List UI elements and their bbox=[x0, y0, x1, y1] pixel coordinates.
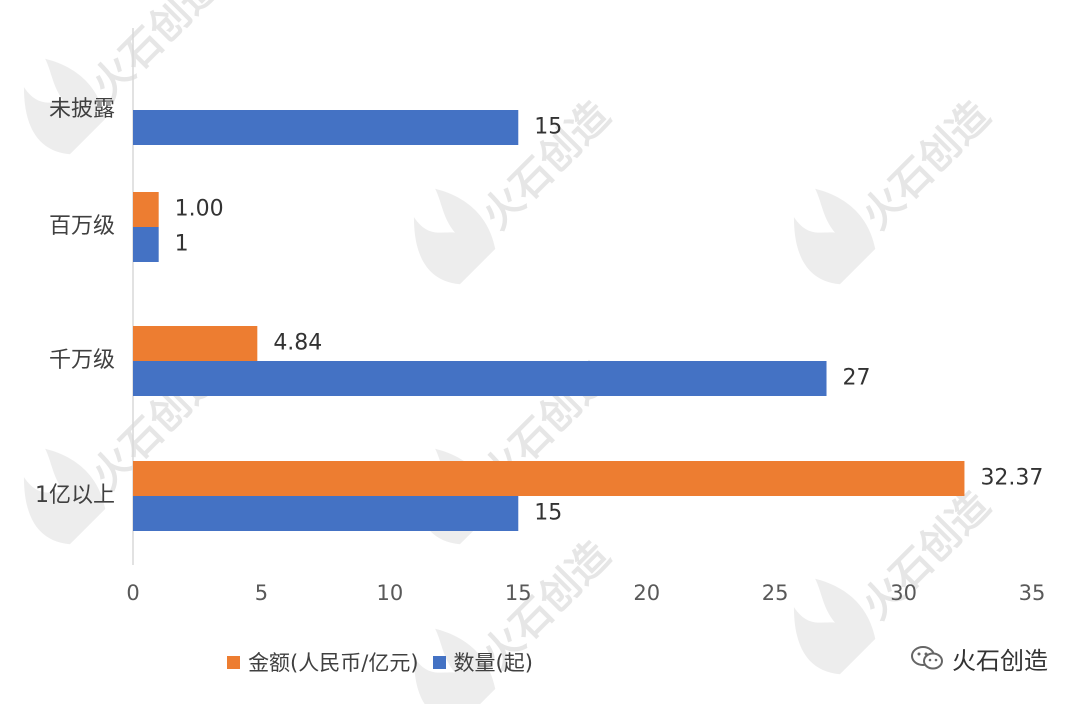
category-label: 1亿以上 bbox=[35, 483, 115, 508]
watermark-flame-icon bbox=[413, 628, 496, 704]
category-label: 千万级 bbox=[49, 348, 115, 373]
watermark: 火石创造 bbox=[413, 93, 619, 285]
brand-signature: 火石创造 bbox=[910, 640, 1048, 676]
watermark-flame-icon bbox=[23, 448, 106, 545]
x-tick-label: 10 bbox=[376, 581, 403, 605]
data-label-amount: 1.00 bbox=[175, 197, 224, 222]
legend-label-count: 数量(起) bbox=[453, 651, 533, 675]
watermark-flame-icon bbox=[23, 58, 106, 155]
legend-item-amount: 金额(人民币/亿元) bbox=[227, 647, 419, 677]
data-label-amount: 4.84 bbox=[273, 331, 322, 356]
legend: 金额(人民币/亿元) 数量(起) bbox=[0, 640, 760, 684]
watermark-flame-icon bbox=[793, 188, 876, 285]
watermark-flame-icon bbox=[413, 188, 496, 285]
x-tick-label: 20 bbox=[633, 581, 660, 605]
x-tick-label: 30 bbox=[890, 581, 917, 605]
legend-swatch-count bbox=[432, 655, 446, 669]
bar-count bbox=[133, 110, 519, 145]
bar-amount bbox=[133, 192, 159, 227]
x-tick-label: 15 bbox=[505, 581, 532, 605]
bar-count bbox=[133, 227, 159, 262]
data-label-count: 15 bbox=[534, 501, 562, 526]
data-label-count: 27 bbox=[843, 366, 871, 391]
x-tick-label: 0 bbox=[126, 581, 139, 605]
legend-swatch-amount bbox=[227, 655, 241, 669]
bar-count bbox=[133, 496, 519, 531]
watermark-flame-icon bbox=[793, 578, 876, 675]
wechat-icon bbox=[911, 646, 943, 670]
bar-amount bbox=[133, 326, 258, 361]
watermark: 火石创造 bbox=[793, 93, 999, 285]
legend-item-count: 数量(起) bbox=[432, 647, 533, 677]
x-tick-label: 25 bbox=[762, 581, 789, 605]
data-label-amount: 32.37 bbox=[980, 466, 1043, 491]
bar-amount bbox=[133, 461, 965, 496]
legend-label-amount: 金额(人民币/亿元) bbox=[248, 651, 419, 675]
data-label-count: 15 bbox=[534, 115, 562, 140]
brand-name: 火石创造 bbox=[952, 646, 1048, 675]
x-tick-label: 5 bbox=[255, 581, 268, 605]
category-label: 百万级 bbox=[49, 214, 115, 239]
watermark-text: 火石创造 bbox=[853, 93, 999, 239]
x-tick-label: 35 bbox=[1019, 581, 1046, 605]
category-label: 未披露 bbox=[49, 97, 115, 122]
watermark-text: 火石创造 bbox=[83, 0, 229, 108]
bar-count bbox=[133, 361, 827, 396]
data-label-count: 1 bbox=[175, 232, 189, 257]
watermark-text: 火石创造 bbox=[853, 483, 999, 629]
